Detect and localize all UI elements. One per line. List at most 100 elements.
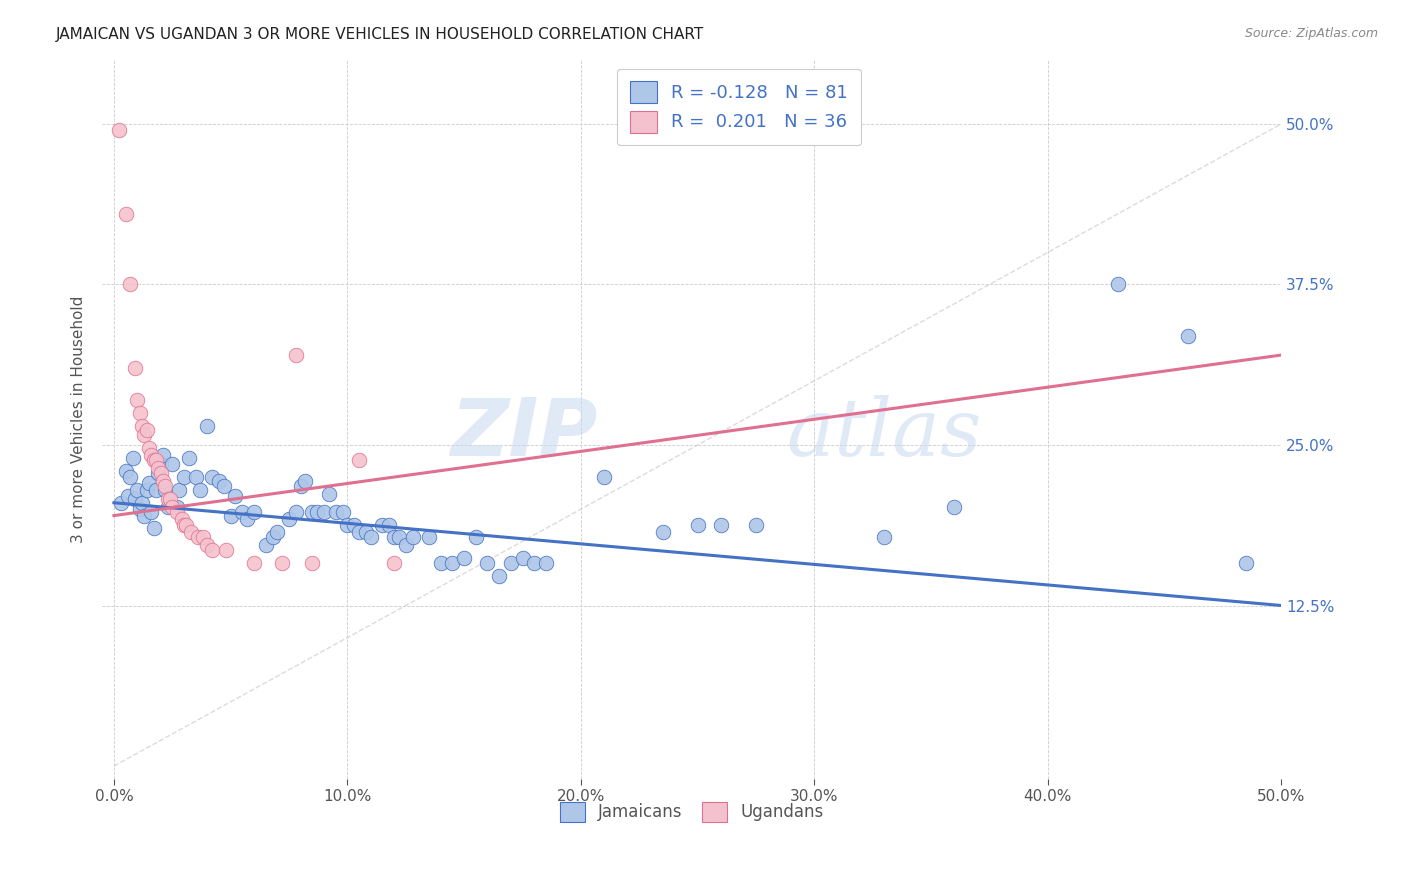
Point	[159, 491, 181, 506]
Point	[243, 556, 266, 570]
Point	[254, 538, 277, 552]
Point	[430, 556, 453, 570]
Point	[290, 479, 312, 493]
Point	[145, 483, 167, 497]
Point	[305, 505, 328, 519]
Point	[453, 551, 475, 566]
Text: ZIP: ZIP	[450, 394, 598, 473]
Point	[162, 457, 184, 471]
Point	[1234, 556, 1257, 570]
Point	[285, 505, 308, 519]
Point	[243, 505, 266, 519]
Point	[1107, 277, 1129, 292]
Point	[382, 556, 405, 570]
Point	[262, 531, 284, 545]
Point	[120, 470, 142, 484]
Point	[188, 483, 211, 497]
Legend: Jamaicans, Ugandans: Jamaicans, Ugandans	[547, 789, 838, 835]
Point	[166, 500, 188, 514]
Point	[285, 348, 308, 362]
Point	[347, 453, 370, 467]
Point	[464, 531, 486, 545]
Point	[318, 487, 340, 501]
Point	[343, 517, 366, 532]
Point	[873, 531, 896, 545]
Point	[107, 123, 129, 137]
Point	[131, 418, 153, 433]
Point	[208, 474, 231, 488]
Point	[301, 505, 323, 519]
Point	[219, 508, 242, 523]
Point	[224, 489, 246, 503]
Point	[402, 531, 425, 545]
Point	[170, 512, 193, 526]
Text: JAMAICAN VS UGANDAN 3 OR MORE VEHICLES IN HOUSEHOLD CORRELATION CHART: JAMAICAN VS UGANDAN 3 OR MORE VEHICLES I…	[56, 27, 704, 42]
Point	[127, 392, 149, 407]
Point	[745, 517, 768, 532]
Point	[378, 517, 401, 532]
Point	[347, 525, 370, 540]
Point	[156, 491, 179, 506]
Point	[135, 483, 157, 497]
Point	[231, 505, 253, 519]
Point	[336, 517, 359, 532]
Point	[174, 517, 197, 532]
Point	[152, 448, 174, 462]
Point	[134, 508, 156, 523]
Point	[651, 525, 673, 540]
Point	[195, 538, 218, 552]
Point	[117, 489, 139, 503]
Point	[710, 517, 733, 532]
Point	[141, 448, 163, 462]
Point	[388, 531, 411, 545]
Point	[477, 556, 499, 570]
Point	[114, 207, 136, 221]
Point	[149, 467, 172, 481]
Point	[173, 517, 195, 532]
Point	[141, 505, 163, 519]
Point	[128, 406, 150, 420]
Y-axis label: 3 or more Vehicles in Household: 3 or more Vehicles in Household	[72, 295, 86, 543]
Point	[138, 476, 160, 491]
Point	[135, 423, 157, 437]
Point	[1177, 328, 1199, 343]
Point	[195, 418, 218, 433]
Point	[142, 521, 165, 535]
Point	[187, 531, 209, 545]
Point	[149, 457, 172, 471]
Point	[943, 500, 966, 514]
Point	[162, 500, 184, 514]
Point	[523, 556, 546, 570]
Point	[131, 496, 153, 510]
Point	[177, 450, 200, 465]
Point	[382, 531, 405, 545]
Point	[121, 450, 143, 465]
Point	[512, 551, 534, 566]
Point	[184, 470, 207, 484]
Point	[418, 531, 440, 545]
Text: Source: ZipAtlas.com: Source: ZipAtlas.com	[1244, 27, 1378, 40]
Point	[441, 556, 464, 570]
Point	[110, 496, 132, 510]
Text: atlas: atlas	[786, 395, 981, 473]
Point	[142, 453, 165, 467]
Point	[134, 427, 156, 442]
Point	[499, 556, 522, 570]
Point	[166, 505, 188, 519]
Point	[271, 556, 294, 570]
Point	[120, 277, 142, 292]
Point	[488, 569, 510, 583]
Point	[128, 502, 150, 516]
Point	[173, 470, 195, 484]
Point	[114, 464, 136, 478]
Point	[593, 470, 616, 484]
Point	[127, 483, 149, 497]
Point	[236, 512, 259, 526]
Point	[155, 483, 177, 497]
Point	[325, 505, 347, 519]
Point	[332, 505, 354, 519]
Point	[312, 505, 335, 519]
Point	[201, 470, 224, 484]
Point	[215, 543, 238, 558]
Point	[155, 479, 177, 493]
